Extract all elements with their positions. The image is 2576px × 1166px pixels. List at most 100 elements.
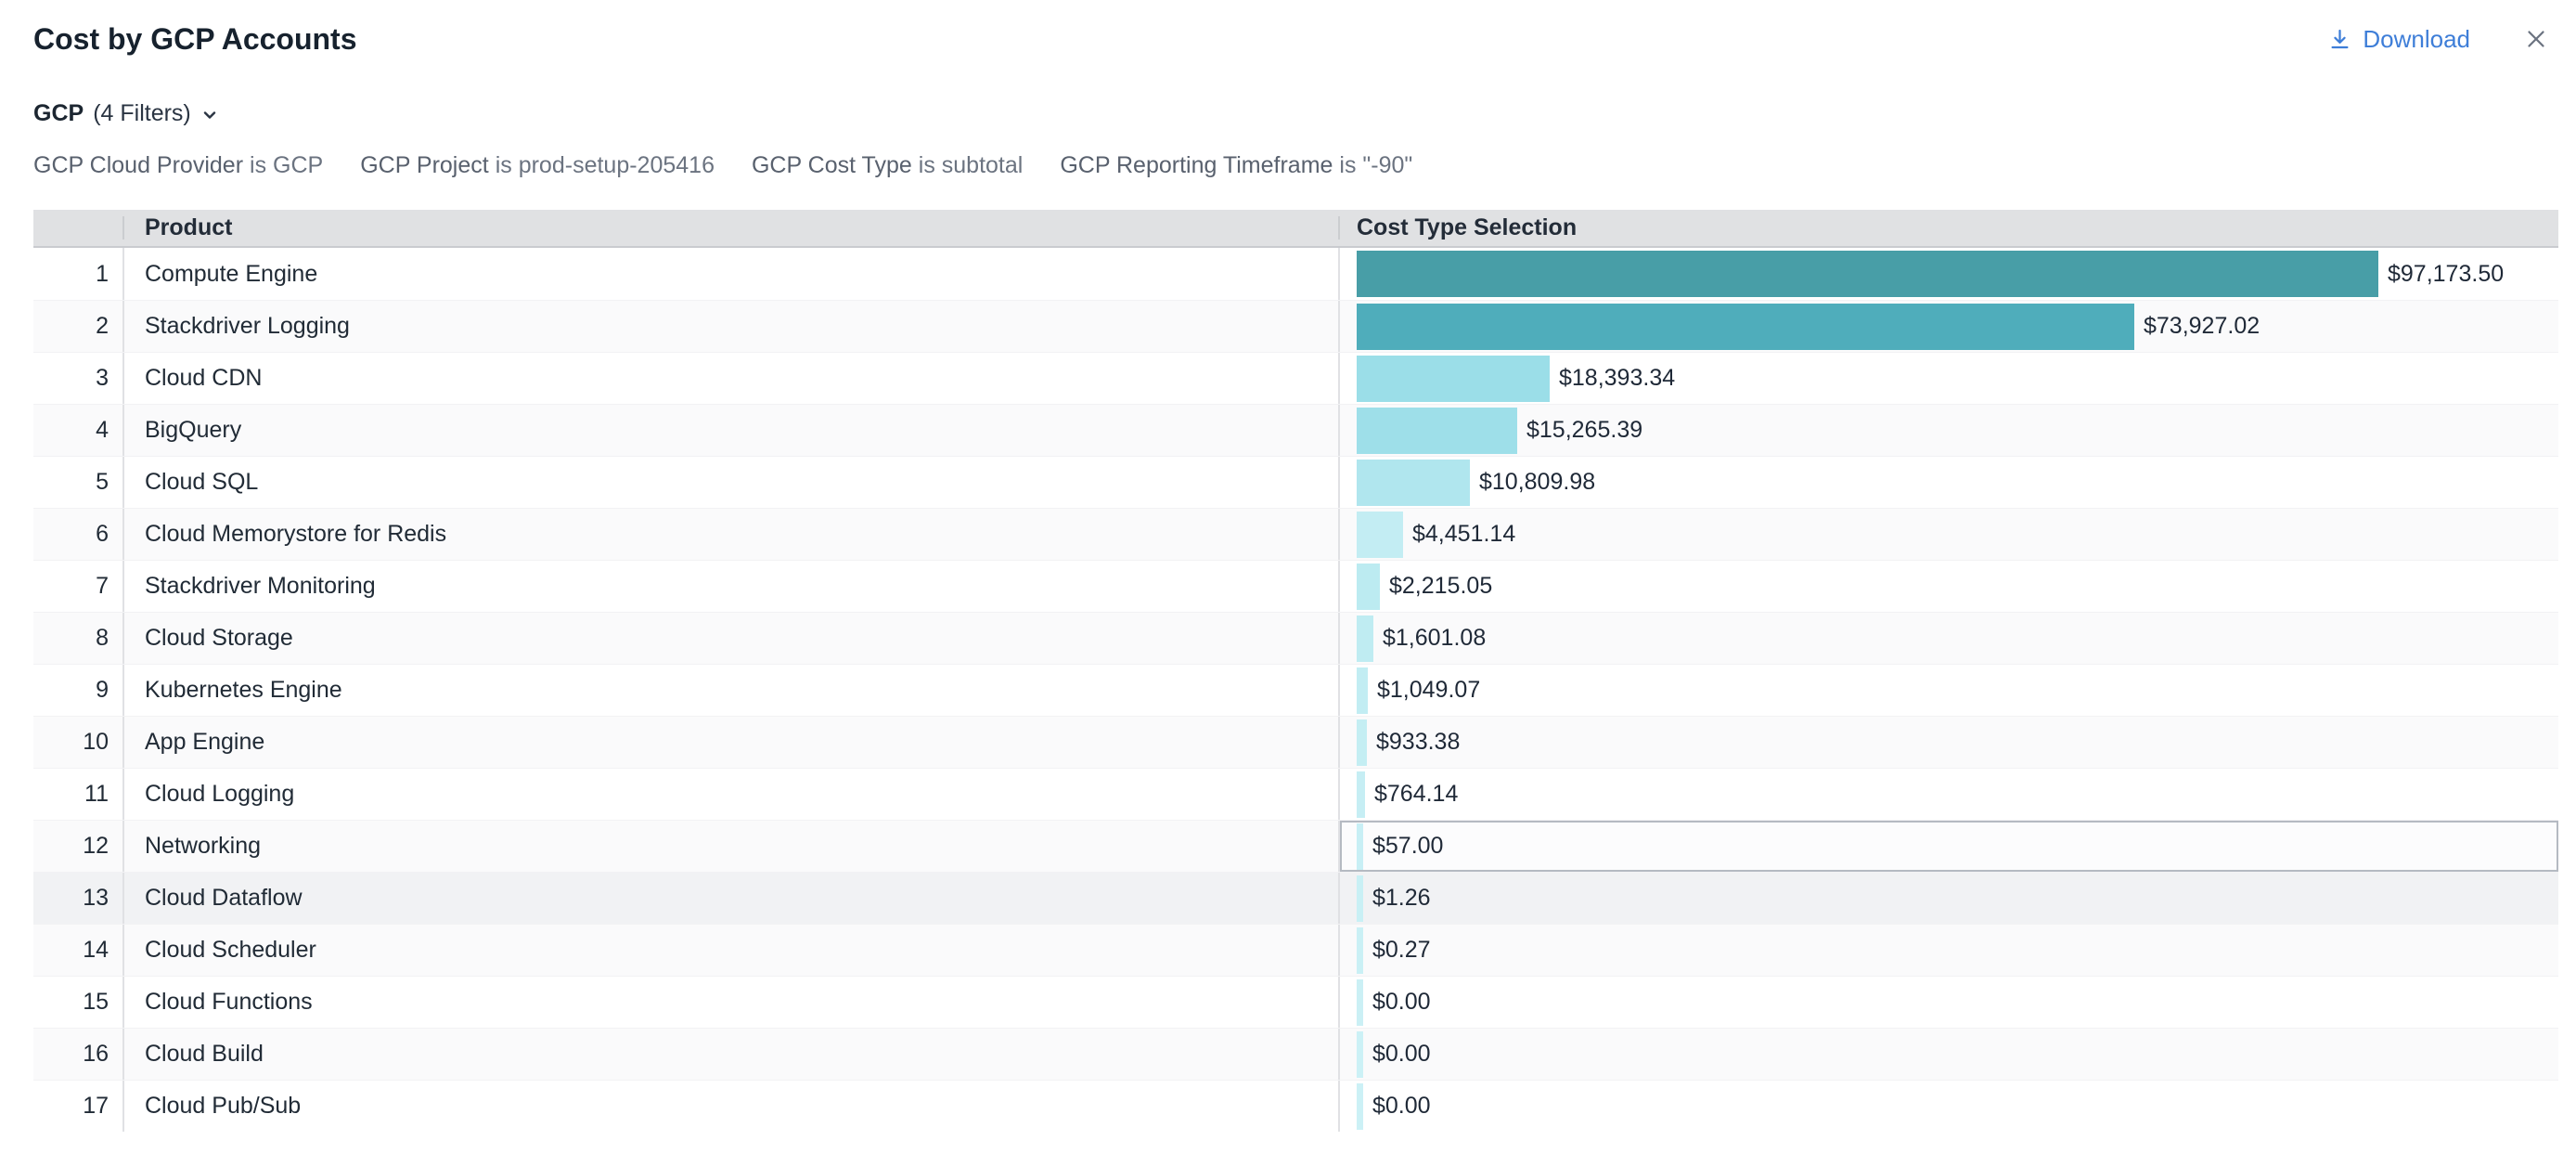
table-row[interactable]: 3 Cloud CDN $18,393.34 [33, 352, 2558, 404]
table-row[interactable]: 14 Cloud Scheduler $0.27 [33, 924, 2558, 976]
filter-condition: is "-90" [1339, 152, 1413, 178]
table-row[interactable]: 6 Cloud Memorystore for Redis $4,451.14 [33, 508, 2558, 560]
table-row[interactable]: 12 Networking $57.00 [33, 820, 2558, 872]
product-cell[interactable]: Cloud Pub/Sub [124, 1081, 1340, 1132]
cost-value: $18,393.34 [1559, 365, 1676, 391]
row-index: 16 [33, 1029, 124, 1080]
filters-summary-toggle[interactable]: GCP (4 Filters) [33, 100, 219, 127]
cost-bar [1357, 874, 1363, 922]
product-cell[interactable]: Stackdriver Monitoring [124, 561, 1340, 612]
table-row[interactable]: 11 Cloud Logging $764.14 [33, 768, 2558, 820]
cost-value: $0.00 [1372, 989, 1431, 1015]
cost-cell[interactable]: $73,927.02 [1340, 301, 2558, 352]
cost-table: Product Cost Type Selection 1 Compute Eng… [33, 210, 2558, 1132]
product-cell[interactable]: Stackdriver Logging [124, 301, 1340, 352]
cost-value: $1,049.07 [1377, 677, 1481, 703]
row-index: 9 [33, 665, 124, 716]
cost-cell[interactable]: $0.00 [1340, 977, 2558, 1028]
filter-list: GCP Cloud Provider is GCP GCP Project is p… [33, 152, 2576, 179]
cost-bar [1357, 459, 1470, 506]
product-cell[interactable]: Kubernetes Engine [124, 665, 1340, 716]
table-row[interactable]: 7 Stackdriver Monitoring $2,215.05 [33, 560, 2558, 612]
cost-cell[interactable]: $57.00 [1340, 821, 2558, 872]
filter-field: GCP Cost Type [751, 152, 912, 178]
cost-value: $0.00 [1372, 1093, 1431, 1119]
cost-cell[interactable]: $933.38 [1340, 717, 2558, 768]
cost-cell[interactable]: $0.00 [1340, 1081, 2558, 1132]
row-index: 1 [33, 248, 124, 300]
table-row[interactable]: 5 Cloud SQL $10,809.98 [33, 456, 2558, 508]
cost-cell[interactable]: $1.26 [1340, 873, 2558, 924]
table-header-row: Product Cost Type Selection [33, 210, 2558, 248]
filter-field: GCP Project [360, 152, 489, 178]
column-header-cost[interactable]: Cost Type Selection [1357, 214, 1578, 240]
close-button[interactable] [2522, 25, 2550, 53]
product-cell[interactable]: App Engine [124, 717, 1340, 768]
table-row[interactable]: 17 Cloud Pub/Sub $0.00 [33, 1080, 2558, 1132]
panel-header: Cost by GCP Accounts Download [33, 0, 2576, 59]
row-index: 5 [33, 457, 124, 508]
table-row[interactable]: 4 BigQuery $15,265.39 [33, 404, 2558, 456]
table-row[interactable]: 13 Cloud Dataflow $1.26 [33, 872, 2558, 924]
product-cell[interactable]: Cloud CDN [124, 353, 1340, 404]
cost-cell[interactable]: $764.14 [1340, 769, 2558, 820]
product-cell[interactable]: Cloud Dataflow [124, 873, 1340, 924]
product-cell[interactable]: Cloud Memorystore for Redis [124, 509, 1340, 560]
cost-cell[interactable]: $1,601.08 [1340, 613, 2558, 664]
page-title: Cost by GCP Accounts [33, 22, 357, 56]
filter-chip[interactable]: GCP Cloud Provider is GCP [33, 152, 323, 179]
product-cell[interactable]: Cloud Scheduler [124, 925, 1340, 976]
filter-field: GCP Reporting Timeframe [1060, 152, 1333, 178]
cost-bar [1357, 823, 1363, 870]
cost-bar [1357, 355, 1550, 402]
cost-cell[interactable]: $15,265.39 [1340, 405, 2558, 456]
cost-cell[interactable]: $0.00 [1340, 1029, 2558, 1080]
filter-condition: is prod-setup-205416 [495, 152, 715, 178]
table-row[interactable]: 1 Compute Engine $97,173.50 [33, 248, 2558, 300]
table-row[interactable]: 2 Stackdriver Logging $73,927.02 [33, 300, 2558, 352]
cost-value: $933.38 [1376, 729, 1461, 755]
row-index: 8 [33, 613, 124, 664]
filter-chip[interactable]: GCP Project is prod-setup-205416 [360, 152, 715, 179]
cost-cell[interactable]: $10,809.98 [1340, 457, 2558, 508]
cost-cell[interactable]: $97,173.50 [1340, 248, 2558, 300]
product-cell[interactable]: Cloud Build [124, 1029, 1340, 1080]
cost-value: $2,215.05 [1389, 573, 1493, 599]
product-cell[interactable]: BigQuery [124, 405, 1340, 456]
cost-value: $1,601.08 [1383, 625, 1487, 651]
product-cell[interactable]: Cloud SQL [124, 457, 1340, 508]
product-cell[interactable]: Compute Engine [124, 248, 1340, 300]
product-cell[interactable]: Networking [124, 821, 1340, 872]
filters-summary-app: GCP [33, 100, 84, 126]
cost-cell[interactable]: $4,451.14 [1340, 509, 2558, 560]
cost-cell[interactable]: $1,049.07 [1340, 665, 2558, 716]
cost-bar [1357, 511, 1403, 558]
column-header-product[interactable]: Product [124, 210, 1340, 246]
cost-bar [1357, 303, 2134, 350]
product-cell[interactable]: Cloud Logging [124, 769, 1340, 820]
filter-chip[interactable]: GCP Cost Type is subtotal [752, 152, 1023, 179]
product-cell[interactable]: Cloud Functions [124, 977, 1340, 1028]
cost-cell[interactable]: $0.27 [1340, 925, 2558, 976]
table-row[interactable]: 16 Cloud Build $0.00 [33, 1028, 2558, 1080]
chevron-down-icon [200, 106, 219, 124]
download-button[interactable]: Download [2327, 25, 2470, 54]
table-row[interactable]: 10 App Engine $933.38 [33, 716, 2558, 768]
product-cell[interactable]: Cloud Storage [124, 613, 1340, 664]
cost-value: $4,451.14 [1412, 521, 1516, 547]
cost-cell[interactable]: $2,215.05 [1340, 561, 2558, 612]
table-row[interactable]: 15 Cloud Functions $0.00 [33, 976, 2558, 1028]
table-row[interactable]: 8 Cloud Storage $1,601.08 [33, 612, 2558, 664]
cost-cell[interactable]: $18,393.34 [1340, 353, 2558, 404]
cost-value: $0.00 [1372, 1041, 1431, 1067]
filter-chip[interactable]: GCP Reporting Timeframe is "-90" [1060, 152, 1412, 179]
row-index: 17 [33, 1081, 124, 1132]
row-index: 7 [33, 561, 124, 612]
row-index: 2 [33, 301, 124, 352]
table-row[interactable]: 9 Kubernetes Engine $1,049.07 [33, 664, 2558, 716]
cost-bar [1357, 667, 1368, 714]
row-index: 13 [33, 873, 124, 924]
cost-value: $0.27 [1372, 937, 1431, 963]
row-index: 10 [33, 717, 124, 768]
cost-bar [1357, 615, 1373, 662]
